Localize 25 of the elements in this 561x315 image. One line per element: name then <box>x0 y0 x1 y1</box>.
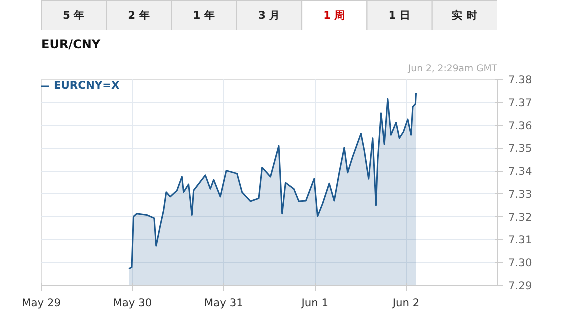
text: 实 时 <box>452 9 478 22</box>
chart-title: EUR/CNY <box>42 38 101 52</box>
x-tick-label: May 30 <box>113 296 152 310</box>
y-tick-label: 7.33 <box>508 188 532 201</box>
y-tick-label: 7.31 <box>508 234 532 247</box>
y-tick-label: 7.29 <box>508 280 532 292</box>
y-tick-label: 7.38 <box>508 74 532 86</box>
text: 1 年 <box>193 9 216 22</box>
text: 2 年 <box>128 9 150 22</box>
text: 1 周 <box>324 9 346 22</box>
text: Jun 2, 2:29am GMT <box>407 64 498 74</box>
y-tick-label: 7.34 <box>508 165 532 178</box>
x-tick-label: May 29 <box>22 296 62 310</box>
y-tick-label: 7.36 <box>508 119 532 132</box>
x-tick-label: May 31 <box>204 296 244 310</box>
y-tick-label: 7.32 <box>508 210 532 224</box>
y-tick-label: 7.37 <box>508 96 532 110</box>
y-tick-label: 7.35 <box>508 142 532 156</box>
y-tick-label: 7.30 <box>508 256 532 270</box>
x-tick-label: Jun 1 <box>300 296 329 310</box>
text: 5 年 <box>63 9 86 22</box>
legend-label: EURCNY=X <box>54 79 120 92</box>
text: 3 月 <box>258 9 281 22</box>
x-tick-label: Jun 2 <box>392 296 420 310</box>
text: 1 日 <box>388 9 411 22</box>
